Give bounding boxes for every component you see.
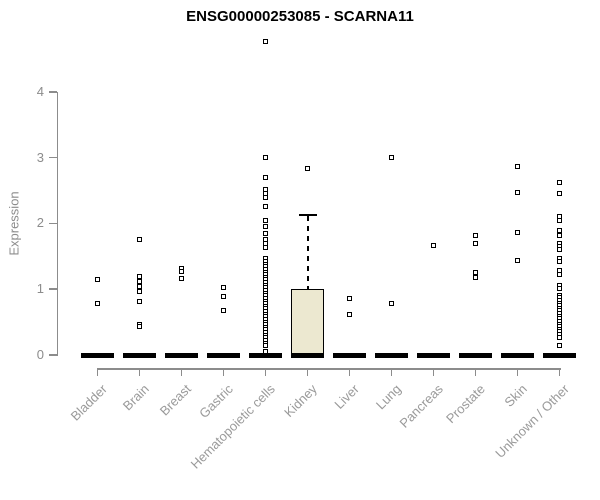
x-axis-tick	[432, 368, 435, 376]
outlier-point	[557, 232, 562, 238]
outlier-point	[389, 155, 394, 161]
outlier-point	[557, 228, 562, 234]
outlier-point	[137, 284, 142, 290]
outlier-point	[221, 307, 226, 313]
outlier-point	[557, 342, 562, 348]
outlier-point	[221, 284, 226, 290]
outlier-point	[473, 233, 478, 239]
x-axis-tick	[558, 368, 561, 376]
outlier-point	[263, 195, 268, 201]
outlier-point	[263, 174, 268, 180]
outlier-point	[347, 312, 352, 318]
outlier-point	[557, 180, 562, 186]
x-axis-tick	[348, 368, 351, 376]
outlier-point	[515, 230, 520, 236]
median-bar	[81, 352, 114, 358]
median-bar	[459, 352, 492, 358]
outlier-point	[389, 300, 394, 306]
median-bar	[543, 352, 576, 358]
outlier-point	[557, 334, 562, 340]
outlier-point	[473, 270, 478, 276]
x-axis-tick	[138, 368, 141, 376]
y-tick-label: 2	[36, 215, 44, 231]
y-axis-tick	[48, 91, 57, 93]
outlier-point	[557, 259, 562, 265]
median-bar	[207, 352, 240, 358]
median-bar	[333, 352, 366, 358]
outlier-point	[179, 268, 184, 274]
x-axis-tick	[474, 368, 477, 376]
outlier-point	[431, 243, 436, 249]
x-axis-tick	[222, 368, 225, 376]
median-bar	[123, 352, 156, 358]
y-tick-label: 4	[36, 83, 44, 99]
outlier-point	[179, 275, 184, 281]
outlier-point	[515, 258, 520, 264]
outlier-point	[137, 274, 142, 280]
outlier-point	[137, 237, 142, 243]
outlier-point	[221, 293, 226, 299]
outlier-point	[95, 277, 100, 283]
x-axis-tick	[180, 368, 183, 376]
outlier-point	[557, 272, 562, 278]
outlier-point	[137, 288, 142, 294]
outlier-point	[137, 323, 142, 329]
outlier-point	[557, 247, 562, 253]
outlier-point	[515, 164, 520, 170]
outlier-point	[305, 165, 310, 171]
outlier-point	[557, 286, 562, 292]
x-axis-line	[97, 368, 561, 370]
outlier-point	[557, 267, 562, 273]
y-axis-tick	[48, 354, 57, 356]
y-tick-label: 0	[36, 347, 44, 362]
x-axis-tick	[516, 368, 519, 376]
upper-whisker	[306, 215, 309, 290]
x-axis-tick	[96, 368, 99, 376]
outlier-point	[263, 245, 268, 251]
upper-whisker-cap	[298, 213, 317, 216]
outlier-point	[515, 189, 520, 195]
y-axis-tick	[48, 288, 57, 290]
y-tick-label: 3	[36, 149, 44, 165]
outlier-point	[347, 295, 352, 301]
y-axis-line	[56, 92, 58, 356]
median-bar	[417, 352, 450, 358]
median-bar	[501, 352, 534, 358]
outlier-point	[95, 301, 100, 307]
x-axis-tick	[264, 368, 267, 376]
outlier-point	[263, 39, 268, 45]
median-bar	[165, 352, 198, 358]
outlier-point	[263, 218, 268, 224]
chart-title: ENSG00000253085 - SCARNA11	[186, 8, 414, 25]
y-axis-tick	[48, 222, 57, 225]
outlier-point	[137, 299, 142, 305]
y-tick-label: 1	[36, 281, 44, 297]
median-bar	[375, 352, 408, 358]
outlier-point	[557, 217, 562, 223]
outlier-point	[263, 343, 268, 349]
outlier-point	[263, 230, 268, 236]
outlier-point	[263, 204, 268, 210]
outlier-point	[263, 155, 268, 161]
outlier-point	[263, 224, 268, 230]
outlier-point	[137, 279, 142, 285]
outlier-point	[263, 349, 268, 355]
outlier-point	[473, 240, 478, 246]
y-axis-tick	[48, 156, 57, 159]
box-iqr	[291, 289, 324, 355]
x-axis-tick	[306, 368, 309, 376]
x-axis-tick	[390, 368, 393, 376]
median-bar	[291, 352, 324, 358]
median-bar	[249, 352, 282, 358]
outlier-point	[557, 190, 562, 196]
outlier-point	[473, 274, 478, 280]
